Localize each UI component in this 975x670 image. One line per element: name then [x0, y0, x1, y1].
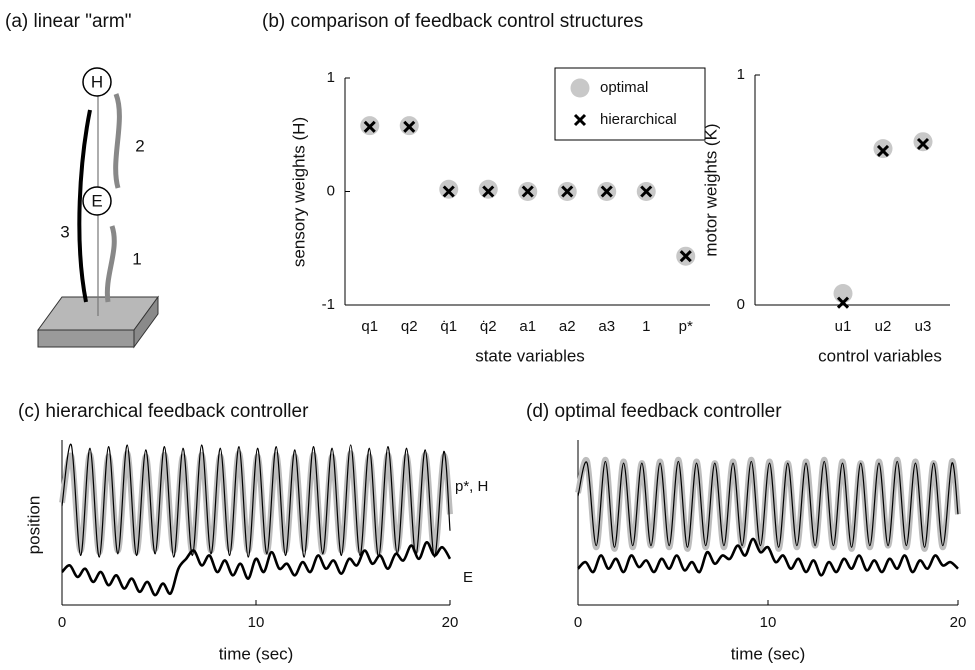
x-tick-label: 10 [248, 614, 265, 631]
x-tick-label: q2 [401, 318, 418, 335]
x-axis-label: time (sec) [219, 644, 294, 663]
point [403, 120, 416, 133]
node-e [82, 186, 112, 216]
point [482, 185, 495, 198]
point [521, 185, 534, 198]
point [561, 185, 574, 198]
legend-label: optimal [600, 79, 648, 96]
diagram-label: 3 [60, 222, 69, 241]
x-tick-label: 1 [642, 318, 650, 335]
point [876, 144, 890, 157]
trace [61, 443, 451, 558]
muscle-3 [77, 109, 92, 303]
point [363, 120, 376, 133]
x-axis-label: control variables [818, 346, 942, 365]
annotation: p*, H [455, 478, 488, 495]
y-axis-label: motor weights (K) [701, 123, 720, 256]
y-tick-label: 0 [737, 296, 745, 313]
point [916, 137, 930, 151]
y-tick-label: 0 [327, 182, 335, 199]
y-axis-label: position [24, 496, 43, 555]
point [833, 284, 853, 303]
point [439, 179, 459, 199]
y-tick-label: 1 [737, 66, 745, 83]
panel-title: (a) linear "arm" [5, 11, 131, 32]
y-tick-label: -1 [322, 296, 335, 313]
point [913, 132, 933, 152]
base-front [37, 329, 135, 348]
x-tick-label: 10 [760, 614, 777, 631]
point [640, 185, 653, 198]
panel-title: (d) optimal feedback controller [526, 401, 782, 422]
trace [577, 537, 959, 577]
panel-title: (c) hierarchical feedback controller [18, 401, 309, 422]
point [679, 250, 692, 263]
x-tick-label: 0 [574, 614, 582, 631]
x-axis-label: state variables [475, 346, 585, 365]
x-tick-label: 20 [442, 614, 459, 631]
diagram-label: E [91, 191, 102, 210]
x-tick-label: q̇1 [440, 318, 457, 335]
x-tick-label: a1 [519, 318, 536, 335]
y-axis-label: sensory weights (H) [289, 117, 308, 267]
muscle-2 [113, 93, 122, 189]
y-tick-label: 1 [327, 69, 335, 86]
point [600, 185, 613, 198]
legend-swatch [573, 113, 587, 127]
x-tick-label: u2 [875, 318, 892, 335]
diagram-label: H [91, 72, 103, 91]
x-tick-label: a2 [559, 318, 576, 335]
x-tick-label: a3 [598, 318, 615, 335]
point [478, 179, 498, 199]
legend-label: hierarchical [600, 111, 677, 128]
point [836, 296, 850, 309]
arm-diagram [37, 67, 159, 349]
x-tick-label: q̇2 [480, 318, 497, 335]
trace [577, 460, 959, 548]
node-h [82, 67, 112, 97]
x-tick-label: 20 [950, 614, 967, 631]
point [442, 185, 455, 198]
legend-swatch [570, 78, 590, 98]
x-tick-label: u1 [835, 318, 852, 335]
muscle-1 [104, 225, 117, 303]
trace [61, 541, 452, 597]
x-tick-label: q1 [361, 318, 378, 335]
x-axis-label: time (sec) [731, 644, 806, 663]
x-tick-label: p* [679, 318, 693, 335]
point [873, 139, 893, 159]
panel-title: (b) comparison of feedback control struc… [262, 11, 643, 32]
diagram-label: 1 [132, 249, 141, 268]
x-tick-label: u3 [915, 318, 932, 335]
annotation: E [463, 569, 473, 586]
x-tick-label: 0 [58, 614, 66, 631]
diagram-label: 2 [135, 136, 144, 155]
trace [59, 450, 453, 556]
base-side [133, 295, 159, 349]
